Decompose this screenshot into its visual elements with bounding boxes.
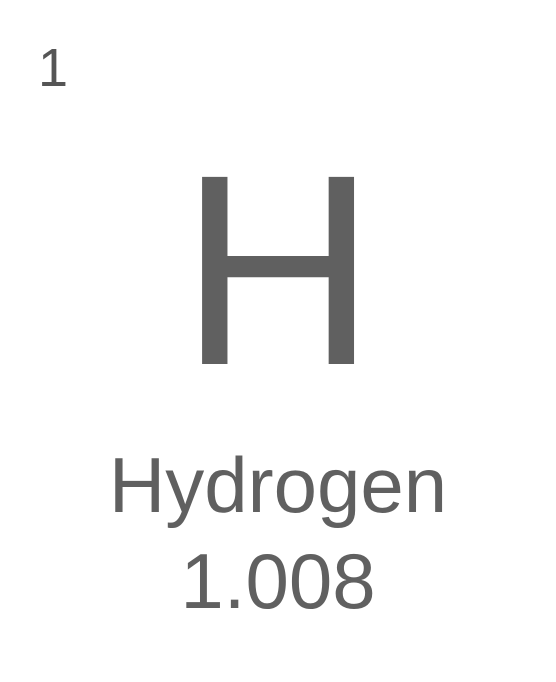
element-symbol: H bbox=[179, 118, 377, 422]
element-name: Hydrogen bbox=[108, 441, 448, 529]
atomic-number: 1 bbox=[38, 38, 69, 98]
atomic-mass: 1.008 bbox=[180, 537, 376, 625]
